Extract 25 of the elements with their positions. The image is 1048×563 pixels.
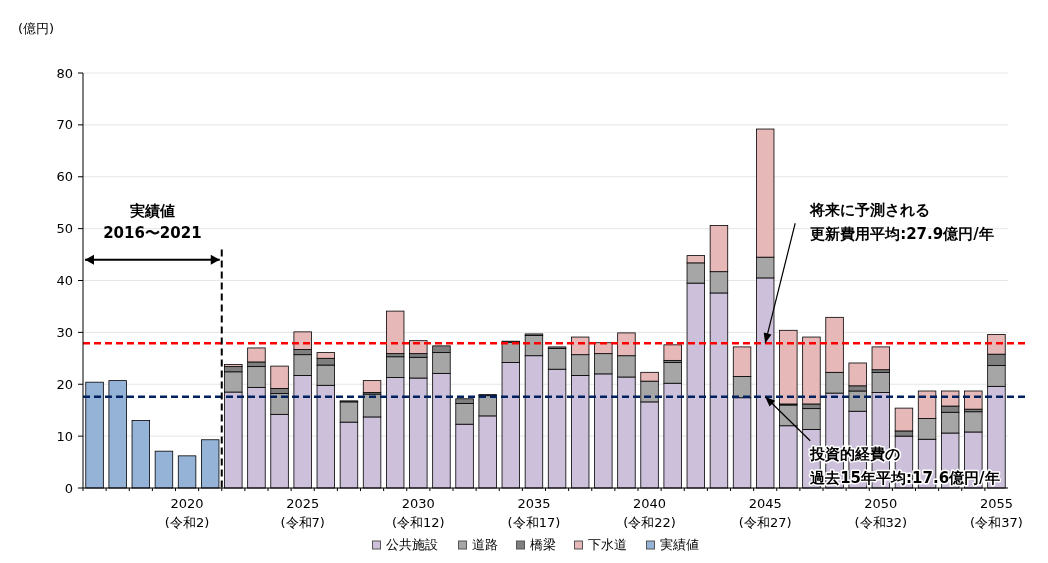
- y-tick-label: 30: [56, 324, 73, 340]
- annotation: 実績値 2016〜2021: [103, 201, 202, 242]
- x-tick-label: 2050 (令和32): [854, 496, 908, 530]
- legend-label: 下水道: [587, 537, 627, 552]
- x-tick-label: 2045 (令和27): [738, 496, 792, 530]
- x-tick-label: 2025 (令和7): [280, 496, 325, 530]
- y-tick-label: 80: [56, 65, 73, 81]
- annotation: 将来に予測される更新費用平均:27.9億円/年: [809, 201, 994, 244]
- y-tick-label: 20: [56, 376, 73, 392]
- y-tick-label: 70: [56, 117, 73, 133]
- legend-label: 公共施設: [385, 537, 438, 552]
- y-tick-label: 50: [56, 221, 73, 237]
- y-tick-label: 0: [64, 480, 73, 496]
- y-tick-label: 40: [56, 273, 73, 289]
- x-tick-label: 2020 (令和2): [164, 496, 210, 530]
- y-tick-label: 10: [56, 428, 73, 444]
- x-tick-label: 2030 (令和12): [391, 496, 445, 530]
- legend-label: 橋梁: [529, 537, 556, 552]
- y-tick-label: 60: [56, 169, 73, 185]
- x-tick-label: 2040 (令和22): [623, 496, 676, 530]
- x-tick-label: 2055 (令和37): [970, 496, 1023, 530]
- legend-label: 実績値: [659, 537, 699, 552]
- legend-label: 道路: [471, 537, 498, 552]
- y-axis-title: (億円): [18, 21, 55, 36]
- x-tick-label: 2035 (令和17): [507, 496, 561, 530]
